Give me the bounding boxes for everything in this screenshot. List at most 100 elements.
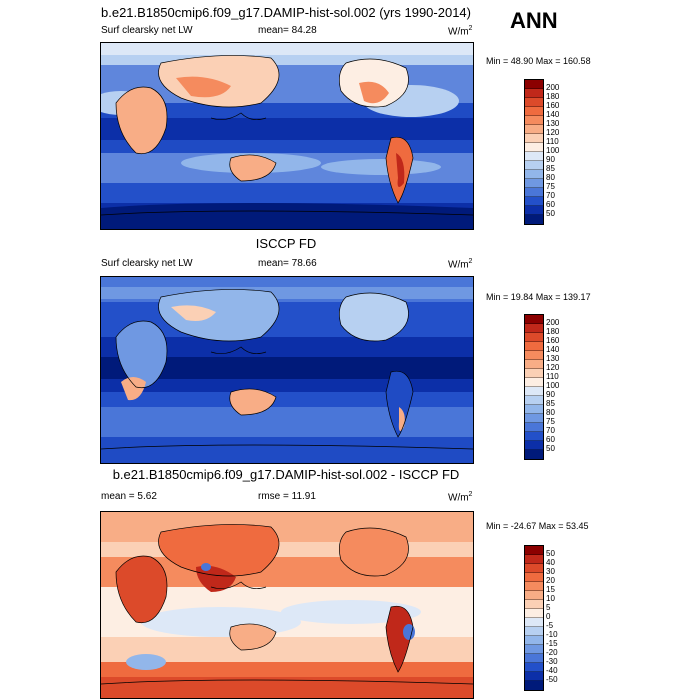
colorbar-swatch (525, 450, 543, 459)
colorbar-swatch (525, 80, 543, 89)
colorbar-tick-label: 180 (546, 327, 560, 336)
panel2-units: W/m2 (448, 258, 473, 271)
colorbar-tick-label: -50 (546, 675, 558, 684)
colorbar-tick-label: 80 (546, 408, 555, 417)
panel1-units: W/m2 (448, 25, 473, 38)
colorbar-tick-label: 85 (546, 399, 555, 408)
colorbar-tick-label: 140 (546, 345, 560, 354)
colorbar-tick-label: 90 (546, 155, 555, 164)
panel1-mean: mean= 84.28 (258, 25, 317, 36)
panel1-title: b.e21.B1850cmip6.f09_g17.DAMIP-hist-sol.… (101, 5, 471, 20)
colorbar-swatch (525, 441, 543, 450)
panel3-minmax: Min = -24.67 Max = 53.45 (486, 521, 589, 531)
colorbar-swatch (525, 134, 543, 143)
colorbar-swatch (525, 387, 543, 396)
colorbar-swatch (525, 600, 543, 609)
colorbar-tick-label: 50 (546, 444, 555, 453)
colorbar-tick-label: -40 (546, 666, 558, 675)
colorbar-swatch (525, 423, 543, 432)
colorbar-tick-label: 130 (546, 119, 560, 128)
colorbar-swatch (525, 405, 543, 414)
panel2-mean: mean= 78.66 (258, 258, 317, 269)
colorbar-swatch (525, 645, 543, 654)
colorbar-tick-label: 50 (546, 549, 555, 558)
panel2-mean-label: mean= (258, 258, 289, 269)
panel2-mean-value: 78.66 (291, 258, 317, 269)
colorbar-swatch (525, 333, 543, 342)
panel2-minmax: Min = 19.84 Max = 139.17 (486, 292, 591, 302)
colorbar-tick-label: 5 (546, 603, 551, 612)
colorbar-swatch (525, 360, 543, 369)
colorbar-tick-label: 140 (546, 110, 560, 119)
colorbar-tick-label: 160 (546, 336, 560, 345)
panel3-units: W/m2 (448, 491, 473, 504)
colorbar-tick-label: 10 (546, 594, 555, 603)
colorbar-swatch (525, 152, 543, 161)
colorbar-tick-label: 70 (546, 426, 555, 435)
colorbar-swatch (525, 369, 543, 378)
colorbar-swatch (525, 378, 543, 387)
colorbar-tick-label: -10 (546, 630, 558, 639)
colorbar-swatch (525, 98, 543, 107)
colorbar-tick-label: 180 (546, 92, 560, 101)
colorbar-tick-label: 20 (546, 576, 555, 585)
colorbar-swatch (525, 555, 543, 564)
colorbar-tick-label: -15 (546, 639, 558, 648)
colorbar-tick-label: 50 (546, 209, 555, 218)
colorbar-swatch (525, 591, 543, 600)
colorbar-tick-label: 75 (546, 417, 555, 426)
colorbar-swatch (525, 396, 543, 405)
colorbar-tick-label: 110 (546, 137, 559, 146)
colorbar-tick-label: -5 (546, 621, 554, 630)
colorbar-swatch (525, 351, 543, 360)
panel2-variable-label: Surf clearsky net LW (101, 258, 193, 269)
colorbar-tick-label: 90 (546, 390, 555, 399)
colorbar-tick-label: 110 (546, 372, 559, 381)
panel1-variable-label: Surf clearsky net LW (101, 25, 193, 36)
colorbar-tick-label: 100 (546, 146, 560, 155)
colorbar-swatch (525, 170, 543, 179)
colorbar-swatch (525, 573, 543, 582)
colorbar-swatch (525, 206, 543, 215)
colorbar-tick-label: 130 (546, 354, 560, 363)
panel3-rmse-value: 11.91 (291, 491, 316, 502)
colorbar-swatch (525, 143, 543, 152)
panel3-title: b.e21.B1850cmip6.f09_g17.DAMIP-hist-sol.… (112, 467, 460, 482)
colorbar-tick-label: -20 (546, 648, 558, 657)
colorbar-swatch (525, 681, 543, 690)
colorbar-tick-label: 120 (546, 128, 560, 137)
panel1-minmax: Min = 48.90 Max = 160.58 (486, 56, 591, 66)
colorbar-tick-label: 200 (546, 83, 560, 92)
panel3-map (100, 511, 474, 699)
colorbar-swatch (525, 324, 543, 333)
colorbar-swatch (525, 125, 543, 134)
colorbar-swatch (525, 89, 543, 98)
colorbar-swatch (525, 107, 543, 116)
panel1-map (100, 42, 474, 230)
colorbar-swatch (525, 432, 543, 441)
colorbar-swatch (525, 414, 543, 423)
season-label: ANN (510, 8, 558, 33)
colorbar-swatch (525, 546, 543, 555)
colorbar-swatch (525, 188, 543, 197)
colorbar-tick-label: 100 (546, 381, 560, 390)
colorbar-tick-label: -30 (546, 657, 558, 666)
colorbar-tick-label: 200 (546, 318, 560, 327)
panel2-map (100, 276, 474, 464)
colorbar-swatch (525, 197, 543, 206)
colorbar-swatch (525, 116, 543, 125)
colorbar-tick-label: 160 (546, 101, 560, 110)
colorbar-swatch (525, 564, 543, 573)
colorbar-swatch (525, 582, 543, 591)
panel1-colorbar (524, 79, 544, 225)
colorbar-swatch (525, 315, 543, 324)
panel1-mean-value: 84.28 (291, 25, 317, 36)
colorbar-swatch (525, 161, 543, 170)
panel2-colorbar (524, 314, 544, 460)
colorbar-tick-label: 60 (546, 435, 555, 444)
panel3-mean: mean = 5.62 (101, 491, 157, 502)
colorbar-swatch (525, 609, 543, 618)
colorbar-swatch (525, 672, 543, 681)
panel3-rmse-label: rmse = (258, 491, 289, 502)
colorbar-swatch (525, 663, 543, 672)
